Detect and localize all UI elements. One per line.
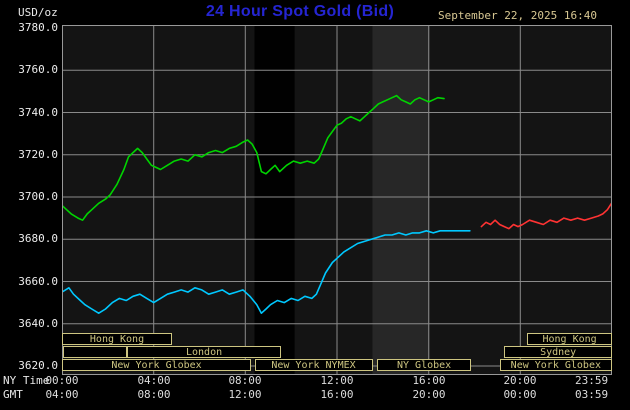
x-tick-label: 08:00 <box>228 374 262 387</box>
axis-name-ny-time: NY Time <box>3 374 50 387</box>
axis-name-gmt: GMT <box>3 388 23 401</box>
x-tick-label: 08:00 <box>137 388 171 401</box>
x-tick-label: 00:00 <box>45 374 79 387</box>
y-tick-label: 3740.0 <box>18 106 58 119</box>
x-tick-label: 03:59 <box>575 388 609 401</box>
y-tick-label: 3640.0 <box>18 317 58 330</box>
x-tick-label: 16:00 <box>412 374 446 387</box>
x-tick-label: 20:00 <box>503 374 537 387</box>
shaded-region <box>372 26 430 374</box>
x-axis-gmt: GMT 04:00 08:00 12:00 16:00 20:00 00:00 03:59 <box>0 388 630 401</box>
plot-area: Hong Kong Hong Kong London Sydney New York G… <box>62 25 612 375</box>
y-tick-label: 3700.0 <box>18 190 58 203</box>
plot-frame <box>62 25 612 375</box>
chart-title: 24 Hour Spot Gold (Bid) <box>205 3 395 20</box>
y-tick-label: 3780.0 <box>18 21 58 34</box>
x-tick-label: 16:00 <box>320 388 354 401</box>
y-tick-label: 3680.0 <box>18 232 58 245</box>
x-tick-label: 23:59 <box>575 374 609 387</box>
x-tick-label: 20:00 <box>412 388 446 401</box>
y-tick-label: 3720.0 <box>18 148 58 161</box>
unit-label: USD/oz <box>18 6 58 19</box>
series-sep-19-ny-close <box>62 230 471 315</box>
x-tick-label: 04:00 <box>45 388 79 401</box>
y-tick-label: 3760.0 <box>18 63 58 76</box>
y-tick-label: 3620.0 <box>18 359 58 372</box>
x-tick-label: 12:00 <box>320 374 354 387</box>
y-tick-label: 3660.0 <box>18 275 58 288</box>
x-axis-ny-time: NY Time 00:00 04:00 08:00 12:00 16:00 20:00 23:… <box>0 374 630 387</box>
datetime-label: September 22, 2025 16:40 <box>438 9 597 22</box>
chart-canvas <box>62 25 612 375</box>
series-sep-21-sunday <box>480 202 612 230</box>
x-tick-label: 00:00 <box>503 388 537 401</box>
x-tick-label: 04:00 <box>137 374 171 387</box>
shaded-region <box>254 26 295 374</box>
x-tick-label: 12:00 <box>228 388 262 401</box>
series-sep-22 <box>62 94 445 221</box>
